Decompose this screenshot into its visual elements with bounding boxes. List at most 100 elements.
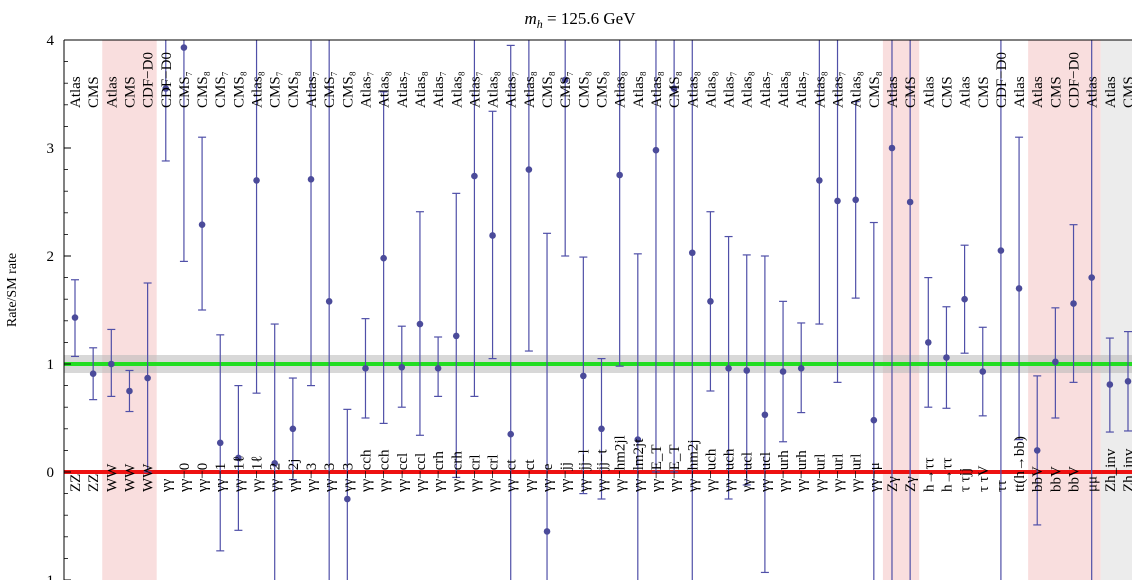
point-experiment-label: CMS₇: [213, 71, 229, 108]
point-channel-label: τ τjj: [958, 468, 974, 492]
data-point: [162, 85, 170, 92]
point-channel-label: γγ−jj: [558, 462, 574, 493]
point-experiment-label: Atlas₇: [304, 71, 320, 108]
point-experiment-label: CMS₇: [322, 71, 338, 108]
point-experiment-label: Atlas₇: [504, 71, 520, 108]
data-point: [325, 298, 333, 305]
point-experiment-label: CMS: [1121, 76, 1132, 108]
point-channel-label: γγ−crl: [467, 454, 483, 493]
data-point: [652, 146, 660, 154]
point-channel-label: γγ−uch: [703, 448, 719, 493]
shaded-regions: [102, 40, 1132, 580]
y-tick-label: 4: [47, 33, 55, 49]
reference-lines: [64, 355, 1132, 474]
data-point: [71, 314, 79, 321]
point-channel-label: γγ−url: [812, 454, 828, 493]
point-experiment-label: CMS₈: [540, 71, 556, 108]
data-point: [943, 354, 950, 361]
point-channel-label: h→ττ: [921, 457, 937, 492]
point-channel-label: γγ−1ℓ: [250, 456, 266, 493]
point-channel-label: h→ττ: [939, 457, 955, 492]
point-channel-label: γγ−ucl: [740, 452, 756, 493]
point-channel-label: γγ−hm2jl: [613, 435, 629, 493]
data-point: [289, 425, 297, 433]
point-channel-label: bbV: [1067, 466, 1083, 492]
y-tick-label: 1: [47, 357, 55, 373]
point-experiment-label: Atlas: [104, 76, 120, 108]
point-experiment-label: Atlas₇: [358, 71, 374, 108]
point-channel-label: γγ−E_T: [649, 444, 665, 493]
point-channel-label: γγ−cch: [377, 449, 393, 493]
point-channel-label: WW: [104, 463, 120, 492]
point-experiment-label: CMS₇: [268, 71, 284, 108]
point-channel-label: γγ−ucl: [758, 452, 774, 493]
point-experiment-label: Atlas: [921, 76, 937, 108]
point-experiment-label: Atlas₈: [740, 71, 756, 108]
point-channel-label: bbV: [1048, 466, 1064, 492]
data-point: [1088, 274, 1095, 281]
data-point: [979, 368, 987, 375]
data-point: [216, 439, 224, 447]
data-point: [198, 221, 206, 228]
point-channel-label: γγ−E_T: [667, 444, 683, 493]
point-experiment-label: Atlas₈: [812, 71, 828, 108]
point-channel-label: γγ−2j: [286, 459, 302, 493]
data-point: [434, 365, 442, 372]
point-experiment-label: Atlas₈: [631, 71, 647, 108]
point-channel-label: γγ−cch: [358, 449, 374, 493]
point-channel-label: γγ−ccl: [395, 453, 411, 493]
point-experiment-label: CDF−D0: [1067, 52, 1083, 108]
data-point: [707, 298, 714, 305]
point-experiment-label: Atlas₇: [831, 71, 847, 108]
point-experiment-label: Atlas₈: [649, 71, 665, 108]
data-point: [126, 387, 133, 395]
point-channel-label: γγ−μ: [867, 462, 883, 493]
data-point: [634, 436, 642, 443]
point-channel-label: γγ−crh: [431, 451, 447, 493]
data-point: [997, 247, 1005, 254]
point-channel-label: γγ−url: [849, 454, 865, 493]
point-channel-label: Zh_inv: [1103, 448, 1119, 492]
point-channel-label: γγ−1: [213, 463, 229, 493]
data-point: [144, 374, 151, 382]
point-channel-label: γγ−3: [322, 463, 338, 493]
data-point: [888, 144, 896, 152]
data-point: [108, 360, 115, 368]
data-point: [870, 416, 878, 424]
point-experiment-label: Atlas₈: [613, 71, 629, 108]
point-channel-label: γγ: [159, 478, 175, 493]
plot-frame: [63, 39, 1132, 580]
shaded-group-pink: [882, 40, 920, 580]
point-experiment-label: Atlas₈: [849, 71, 865, 108]
data-point: [580, 372, 587, 380]
point-experiment-label: CMS: [939, 76, 955, 108]
point-channel-label: tt(h→bb): [1012, 436, 1028, 492]
point-channel-label: γγ−e: [540, 463, 556, 493]
data-point: [489, 232, 496, 239]
y-tick-label: -1: [42, 573, 55, 580]
point-channel-label: γγ−3: [340, 463, 356, 493]
y-axis: -1 0 1 2 3 4: [42, 33, 71, 580]
point-channel-label: γγ−lm2jt: [631, 438, 647, 493]
point-experiment-label: Atlas₇: [431, 71, 447, 108]
point-channel-label: Zγ: [885, 476, 901, 492]
data-point: [307, 176, 315, 183]
point-experiment-label: Atlas₈: [250, 71, 266, 108]
data-point: [452, 332, 460, 340]
y-tick-label: 3: [47, 141, 55, 157]
point-experiment-label: CMS₈: [340, 71, 356, 108]
data-point: [1124, 377, 1132, 385]
point-experiment-label: Atlas: [885, 76, 901, 108]
chart-title: mh = 125.6 GeV: [525, 9, 637, 31]
data-point: [89, 370, 97, 378]
data-point: [344, 495, 351, 503]
data-point: [779, 368, 787, 375]
shaded-group-pink: [102, 40, 157, 580]
point-experiment-label: Atlas₇: [794, 71, 810, 108]
point-channel-label: ZZ: [68, 474, 84, 492]
data-point: [670, 85, 678, 92]
data-point: [561, 76, 569, 84]
point-experiment-label: Atlas₈: [522, 71, 538, 108]
shaded-group-pink: [1028, 40, 1101, 580]
data-point: [253, 177, 260, 184]
